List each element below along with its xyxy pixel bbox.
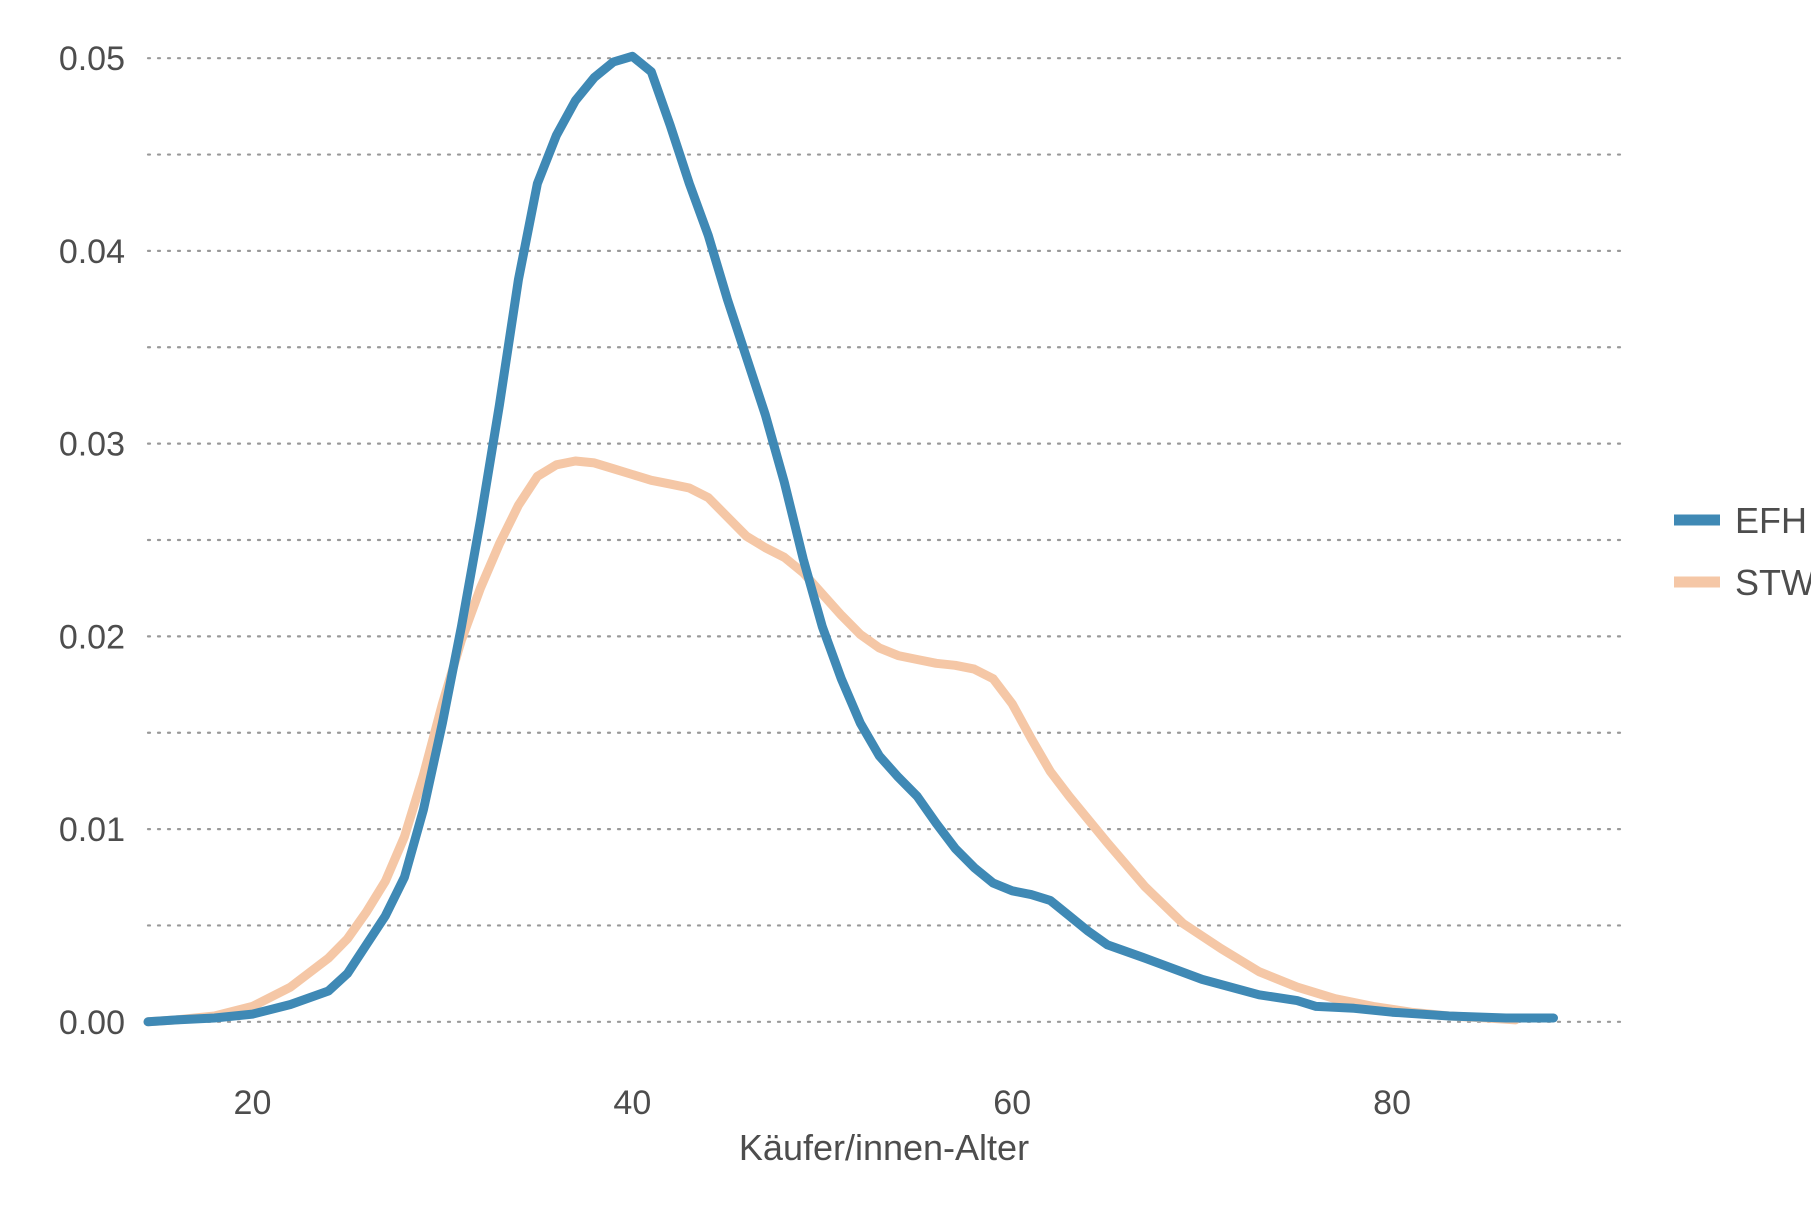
legend-label-efh: EFH [1735,500,1807,541]
series-line-efh [143,51,1558,1027]
y-tick-label: 0.05 [59,40,125,78]
x-tick-label: 60 [993,1084,1031,1122]
x-axis-tick-labels: 20 40 60 80 [234,1084,1411,1122]
y-tick-label: 0.00 [59,1004,125,1042]
legend: EFH STW [1674,500,1811,603]
x-axis-title: Käufer/innen-Alter [739,1127,1029,1168]
legend-label-stw: STW [1735,562,1811,603]
y-axis-tick-labels: 0.00 0.01 0.02 0.03 0.04 0.05 [59,40,125,1042]
y-tick-label: 0.04 [59,233,125,271]
series-lines [143,51,1558,1027]
y-tick-label: 0.02 [59,618,125,656]
x-tick-label: 20 [234,1084,272,1122]
y-tick-label: 0.01 [59,811,125,849]
x-tick-label: 40 [613,1084,651,1122]
y-tick-label: 0.03 [59,426,125,464]
series-line-stw [143,456,1520,1027]
gridlines [146,57,1622,1023]
x-tick-label: 80 [1373,1084,1411,1122]
